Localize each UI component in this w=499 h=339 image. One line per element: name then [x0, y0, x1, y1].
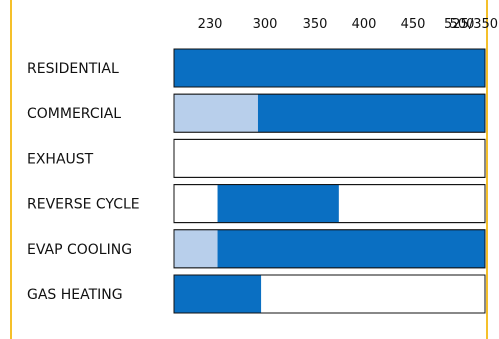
row-outline-5 — [173, 274, 486, 314]
bar-segment-5-0 — [174, 275, 262, 313]
bar-segment-1-1 — [257, 94, 485, 133]
row-label-1: COMMERCIAL — [27, 106, 121, 122]
bar-segment-1-0 — [174, 94, 258, 133]
bar-segment-4-1 — [217, 229, 486, 268]
row-outline-4 — [173, 229, 486, 269]
row-label-5: GAS HEATING — [27, 287, 123, 303]
tick-label-0: 230 — [198, 17, 223, 32]
tick-label-3: 400 — [352, 17, 377, 32]
row-label-2: EXHAUST — [27, 151, 94, 167]
row-outline-1 — [173, 93, 486, 133]
row-label-4: EVAP COOLING — [27, 242, 132, 258]
row-outline-3 — [173, 184, 486, 224]
row-outline-0 — [173, 48, 486, 88]
bar-segment-0-0 — [174, 49, 485, 87]
frame-border-left — [10, 0, 12, 339]
row-label-3: REVERSE CYCLE — [27, 197, 140, 213]
row-outline-2 — [173, 138, 486, 178]
tick-label-1: 300 — [253, 17, 278, 32]
tick-label-4: 450 — [401, 17, 426, 32]
frame-border-right — [486, 0, 488, 339]
bar-segment-4-0 — [174, 229, 218, 268]
bar-segment-3-0 — [217, 184, 339, 223]
tick-label-2: 350 — [303, 17, 328, 32]
row-label-0: RESIDENTIAL — [27, 61, 119, 77]
row-box-2 — [173, 138, 486, 178]
tick-label-6: 525/350 — [444, 17, 498, 32]
tick-label-5: 500 — [450, 17, 475, 32]
